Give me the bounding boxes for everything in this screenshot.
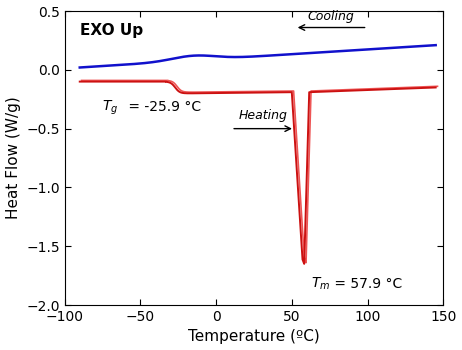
Text: Heating: Heating bbox=[238, 108, 287, 121]
Text: EXO Up: EXO Up bbox=[80, 23, 143, 38]
Text: $T_m$: $T_m$ bbox=[311, 276, 331, 292]
X-axis label: Temperature (ºC): Temperature (ºC) bbox=[188, 329, 320, 344]
Y-axis label: Heat Flow (W/g): Heat Flow (W/g) bbox=[6, 97, 20, 219]
Text: $T_g$: $T_g$ bbox=[103, 98, 119, 117]
Text: Cooling: Cooling bbox=[308, 10, 354, 23]
Text: = -25.9 °C: = -25.9 °C bbox=[124, 100, 201, 114]
Text: = 57.9 °C: = 57.9 °C bbox=[330, 277, 402, 291]
